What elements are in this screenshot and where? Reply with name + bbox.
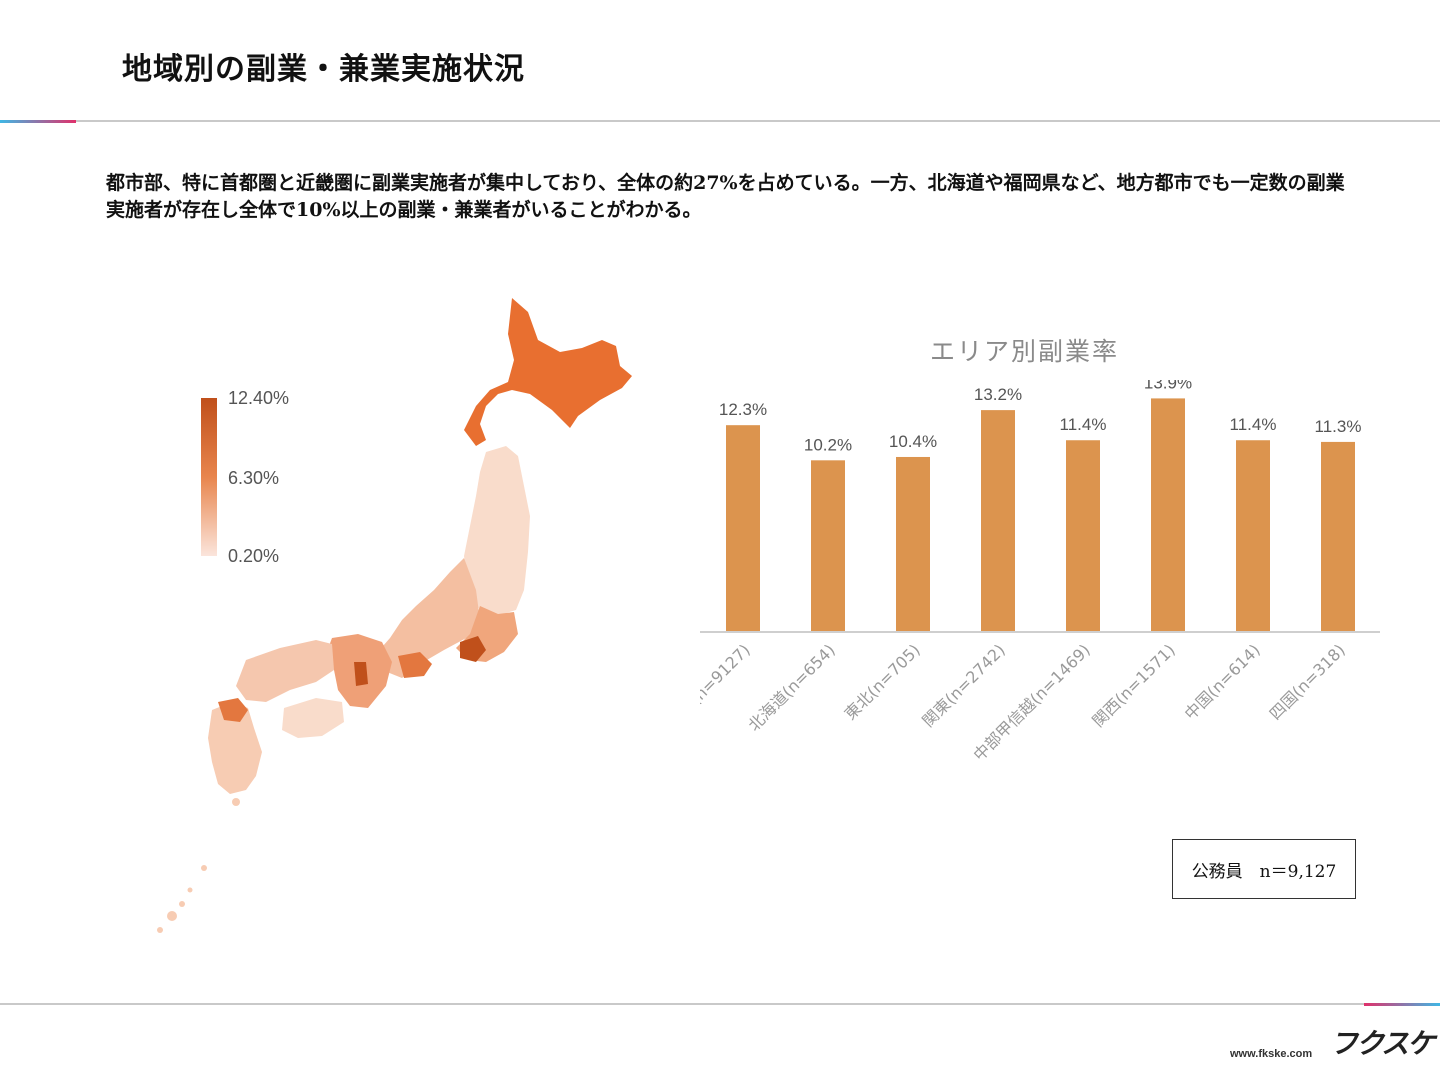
chart-data-label: 12.3% xyxy=(719,400,767,419)
footer-divider xyxy=(0,1003,1440,1005)
chart-data-label: 11.4% xyxy=(1230,415,1277,434)
map-island-okinawa xyxy=(167,911,177,921)
page-title: 地域別の副業・兼業実施状況 xyxy=(122,52,525,87)
chart-data-label: 10.4% xyxy=(889,432,937,451)
chart-category-label: 東北(n=705) xyxy=(841,640,924,723)
map-legend-mid: 6.30% xyxy=(228,468,280,488)
chart-data-label: 10.2% xyxy=(804,435,852,454)
bar-chart: 12.3% 全体(n=9127) 10.2% 北海道(n=654) 10.4% 東北(n=… xyxy=(700,380,1380,765)
chart-category-label: 関西(n=1571) xyxy=(1088,640,1178,730)
page-description: 都市部、特に首都圏と近畿圏に副業実施者が集中しており、全体の約27%を占めている… xyxy=(106,172,1345,221)
map-region-hokkaido xyxy=(464,298,632,446)
japan-map xyxy=(157,298,632,933)
map-region-aichi xyxy=(398,652,432,678)
map-island-3 xyxy=(201,865,207,871)
map-region-chubu xyxy=(376,558,480,678)
map-region-fukuoka xyxy=(218,698,248,722)
chart-bar xyxy=(1321,441,1355,631)
header-accent xyxy=(0,120,76,123)
chart-title: エリア別副業率 xyxy=(930,337,1120,366)
chart-data-label: 13.9% xyxy=(1144,380,1192,392)
map-region-tokyo xyxy=(460,636,486,662)
map-island-4 xyxy=(232,798,240,806)
chart-bar xyxy=(896,456,930,631)
chart-bar xyxy=(981,410,1015,631)
chart-category-label: 中国(n=614) xyxy=(1181,640,1264,723)
chart-category-label: 関東(n=2742) xyxy=(918,640,1008,730)
map-island-5 xyxy=(187,887,193,893)
chart-category-label: 全体(n=9127) xyxy=(700,640,754,730)
map-legend-bar xyxy=(201,398,217,556)
header-divider xyxy=(0,120,1440,122)
footer-accent xyxy=(1364,1003,1440,1006)
map-legend-min: 0.20% xyxy=(228,546,280,566)
map-region-chugoku xyxy=(236,640,334,702)
map-island-1 xyxy=(179,901,185,907)
sample-size-box: 公務員 n＝9,127 xyxy=(1172,839,1356,899)
company-url: www.fkske.com xyxy=(1230,1048,1313,1060)
map-region-kyushu xyxy=(208,702,262,794)
chart-category-label: 北海道(n=654) xyxy=(744,640,838,734)
map-island-2 xyxy=(157,927,163,933)
map-region-tohoku xyxy=(464,446,530,616)
chart-bar xyxy=(1151,398,1185,631)
chart-data-label: 11.3% xyxy=(1315,417,1362,436)
chart-bar xyxy=(726,425,760,631)
chart-data-label: 13.2% xyxy=(974,385,1022,404)
chart-category-label: 四国(n=318) xyxy=(1266,640,1349,723)
chart-bar xyxy=(1066,440,1100,631)
chart-bar xyxy=(1236,440,1270,631)
map-region-shikoku xyxy=(282,698,344,738)
map-region-osaka xyxy=(354,662,368,686)
chart-bar xyxy=(811,460,845,631)
map-legend-max: 12.40% xyxy=(228,388,290,408)
chart-data-label: 11.4% xyxy=(1060,415,1107,434)
company-logo: フクスケ xyxy=(1330,1027,1435,1060)
